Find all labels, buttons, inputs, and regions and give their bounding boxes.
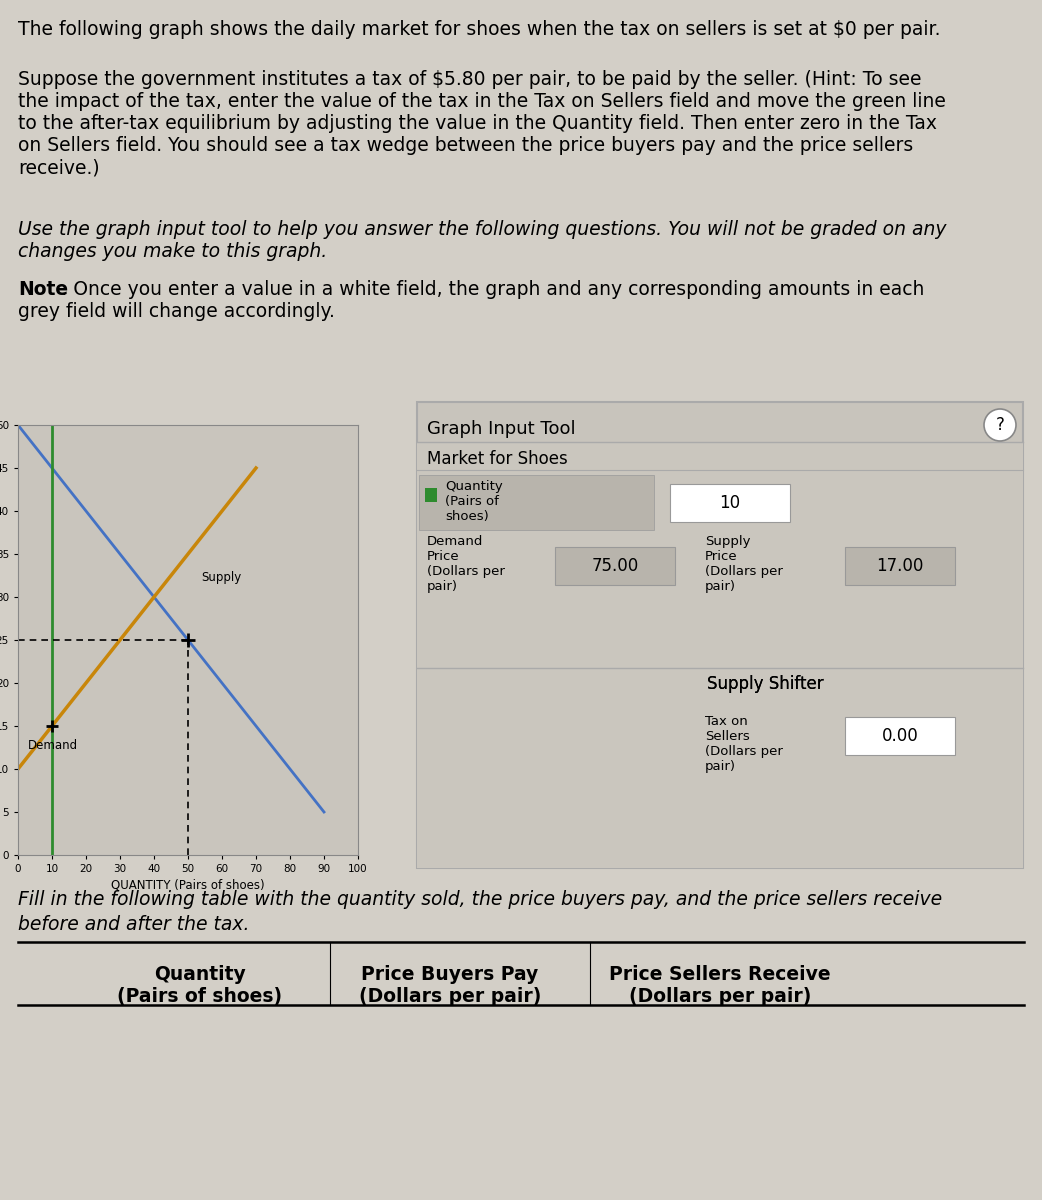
Text: Quantity
(Pairs of
shoes): Quantity (Pairs of shoes) [445, 480, 502, 523]
Text: Market for Shoes: Market for Shoes [427, 450, 568, 468]
Text: (Dollars per pair): (Dollars per pair) [628, 986, 811, 1006]
X-axis label: QUANTITY (Pairs of shoes): QUANTITY (Pairs of shoes) [111, 878, 265, 892]
Text: to the after-tax equilibrium by adjusting the value in the Quantity field. Then : to the after-tax equilibrium by adjustin… [18, 114, 937, 133]
Text: : Once you enter a value in a white field, the graph and any corresponding amoun: : Once you enter a value in a white fiel… [61, 280, 924, 299]
Text: Suppose the government institutes a tax of $5.80 per pair, to be paid by the sel: Suppose the government institutes a tax … [18, 70, 921, 89]
Text: Tax on
Sellers
(Dollars per
pair): Tax on Sellers (Dollars per pair) [705, 715, 783, 773]
Text: Demand
Price
(Dollars per
pair): Demand Price (Dollars per pair) [427, 535, 505, 593]
Bar [845, 716, 956, 755]
Text: 10: 10 [719, 494, 741, 512]
Text: Price Buyers Pay: Price Buyers Pay [362, 965, 539, 984]
Text: Supply Shifter: Supply Shifter [706, 674, 823, 692]
Text: (Dollars per pair): (Dollars per pair) [358, 986, 541, 1006]
Text: 75.00: 75.00 [592, 557, 639, 575]
Text: Demand: Demand [28, 739, 78, 752]
Bar [419, 475, 654, 530]
Text: before and after the tax.: before and after the tax. [18, 914, 249, 934]
Text: Graph Input Tool: Graph Input Tool [427, 420, 575, 438]
Bar [417, 443, 1023, 670]
Bar [555, 547, 675, 584]
Text: Fill in the following table with the quantity sold, the price buyers pay, and th: Fill in the following table with the qua… [18, 890, 942, 910]
Text: (Pairs of shoes): (Pairs of shoes) [118, 986, 282, 1006]
Bar [845, 547, 956, 584]
Text: 0.00: 0.00 [882, 727, 918, 745]
Text: on Sellers field. You should see a tax wedge between the price buyers pay and th: on Sellers field. You should see a tax w… [18, 136, 913, 155]
Text: The following graph shows the daily market for shoes when the tax on sellers is : The following graph shows the daily mark… [18, 20, 941, 38]
Bar [425, 488, 437, 502]
Text: Quantity: Quantity [154, 965, 246, 984]
Text: changes you make to this graph.: changes you make to this graph. [18, 242, 327, 260]
Text: receive.): receive.) [18, 158, 100, 176]
Bar [417, 668, 1023, 868]
Text: 17.00: 17.00 [876, 557, 923, 575]
Text: Note: Note [18, 280, 68, 299]
Text: the impact of the tax, enter the value of the tax in the Tax on Sellers field an: the impact of the tax, enter the value o… [18, 92, 946, 110]
Circle shape [984, 409, 1016, 440]
Bar [670, 484, 790, 522]
Text: Supply: Supply [201, 571, 242, 584]
Text: Price Sellers Receive: Price Sellers Receive [610, 965, 830, 984]
Text: ?: ? [995, 416, 1004, 434]
Text: Use the graph input tool to help you answer the following questions. You will no: Use the graph input tool to help you ans… [18, 220, 946, 239]
Text: Supply
Price
(Dollars per
pair): Supply Price (Dollars per pair) [705, 535, 783, 593]
Text: grey field will change accordingly.: grey field will change accordingly. [18, 302, 334, 320]
Text: Supply Shifter: Supply Shifter [706, 674, 823, 692]
